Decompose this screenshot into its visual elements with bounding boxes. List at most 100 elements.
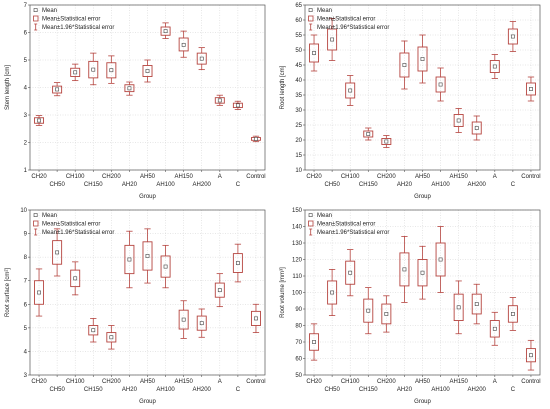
mean-marker [366,308,371,313]
y-axis-label: Root length [cm] [280,65,286,109]
mean-marker [91,328,96,333]
x-tick-label: AH20 [122,387,138,393]
y-axis-label: Root volume [mm³] [280,267,286,318]
legend: Mean Mean±Statistical error Mean±1.96*Stat… [33,8,114,31]
x-tick-label: AH150 [174,379,193,385]
mean-marker [402,63,407,67]
se-box [363,130,374,138]
y-tick-label: 130 [292,241,303,247]
x-tick-label: CH150 [359,182,378,188]
y-tick-label: 1 [24,168,28,174]
mean-marker [420,270,425,275]
x-tick-label: A [493,379,497,385]
legend-entry-se: Mean±Statistical error [317,222,375,228]
mean-marker [348,270,353,275]
mean-marker [492,326,497,331]
mean-marker [199,56,204,61]
y-tick-label: 110 [292,274,302,280]
se-box [507,28,518,45]
legend-mean-symbol [308,213,313,218]
legend: Mean Mean±Statistical error Mean±1.96*Stat… [308,213,389,236]
se-box [327,28,338,51]
mean-marker [330,37,335,42]
se-box [471,293,482,315]
se-box [142,241,153,271]
se-box [525,82,536,96]
mean-marker [529,87,533,91]
x-tick-label: CH200 [102,174,121,180]
se-box [160,26,171,36]
y-tick-label: 8 [24,255,28,261]
x-tick-label: CH100 [341,379,360,385]
y-tick-label: 6 [24,31,28,37]
x-tick-label: CH50 [324,182,340,188]
mean-marker [402,267,407,272]
x-tick-label: CH200 [377,379,396,385]
se-box [232,253,243,273]
y-tick-label: 4 [24,86,28,92]
legend-entry-se: Mean±Statistical error [317,17,375,23]
x-tick-label: CH20 [306,379,322,385]
se-box [381,138,392,145]
se-box [471,121,482,135]
se-box [214,282,225,298]
se-box [52,85,63,94]
y-tick-label: 65 [295,3,302,9]
mean-marker [474,126,479,130]
y-tick-label: 2 [24,141,28,147]
se-box [178,37,189,52]
se-box [399,252,410,287]
x-axis-label: Group [414,399,431,405]
legend-entry-ci: Mean±1.96*Statistical error [42,230,114,236]
mean-marker [492,64,497,69]
x-axis-label: Group [139,194,156,200]
x-tick-label: Control [521,379,540,385]
se-box [309,333,320,351]
y-tick-label: 50 [295,373,302,379]
legend-mean-symbol [308,8,313,13]
mean-marker [529,353,533,358]
x-axis-label: Group [414,194,431,200]
x-tick-label: AH150 [449,379,468,385]
se-box [399,52,410,78]
mean-marker [438,82,443,87]
se-box [106,62,117,79]
x-tick-label: CH150 [84,182,103,188]
legend-se-symbol [33,15,39,22]
x-axis-label: Group [139,399,156,405]
y-tick-label: 4 [24,349,28,355]
x-tick-label: CH50 [324,387,340,393]
se-box [327,280,338,305]
se-box [124,244,135,275]
mean-marker [217,98,222,103]
se-box [70,67,81,77]
legend-se-symbol [308,220,314,227]
mean-marker [55,250,60,255]
x-tick-label: Control [246,379,265,385]
mean-marker [366,132,371,136]
x-tick-label: CH100 [341,174,360,180]
mean-marker [37,118,41,123]
mean-marker [127,86,132,91]
se-box [489,320,500,338]
se-box [345,260,356,285]
legend-mean-symbol [33,8,38,13]
y-tick-label: 150 [292,208,303,214]
y-tick-label: 40 [295,78,302,84]
y-tick-label: 120 [292,258,303,264]
se-box [34,117,45,124]
x-tick-label: A [218,174,222,180]
y-tick-label: 15 [295,153,302,159]
x-tick-label: AH200 [468,182,487,188]
x-tick-label: CH20 [31,379,47,385]
legend-mean-symbol [33,213,38,218]
x-tick-label: CH50 [49,387,65,393]
chart-panel-2: 10 15 20 25 30 35 40 45 50 55 60 65 Root length [cm]… [280,3,541,200]
x-tick-label: AH200 [468,387,487,393]
se-box [34,280,45,305]
mean-marker [456,118,461,123]
y-tick-label: 35 [295,93,302,99]
x-tick-label: Control [521,174,540,180]
